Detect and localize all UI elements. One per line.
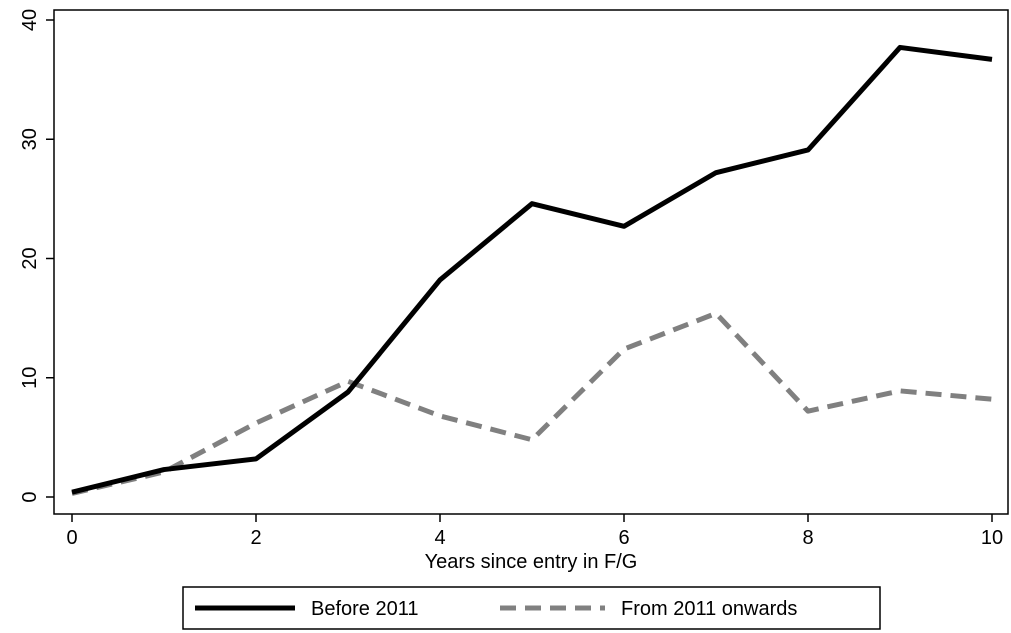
legend-label-from-2011-onwards: From 2011 onwards	[621, 598, 797, 620]
x-tick-label: 10	[981, 527, 1003, 549]
series-layer	[71, 44, 993, 496]
legend-box	[182, 586, 881, 630]
x-axis-title: Years since entry in F/G	[425, 551, 638, 573]
y-tick-label: 20	[19, 247, 41, 269]
y-tick-label: 40	[19, 9, 41, 31]
y-tick-label: 30	[19, 128, 41, 150]
y-axis: 0 10 20 30 40	[19, 9, 54, 503]
x-tick-label: 0	[66, 527, 77, 549]
y-tick-label: 0	[19, 491, 41, 502]
series-line-from-2011-onwards	[71, 310, 993, 496]
legend-label-before-2011: Before 2011	[311, 598, 419, 620]
plot-area	[53, 9, 1009, 515]
x-tick-label: 6	[618, 527, 629, 549]
x-tick-label: 4	[434, 527, 445, 549]
x-tick-label: 2	[250, 527, 261, 549]
x-axis: 0 2 4 6 8 10	[66, 514, 1003, 549]
legend: Before 2011 From 2011 onwards	[182, 586, 881, 630]
x-tick-label: 8	[802, 527, 813, 549]
y-tick-label: 10	[19, 367, 41, 389]
